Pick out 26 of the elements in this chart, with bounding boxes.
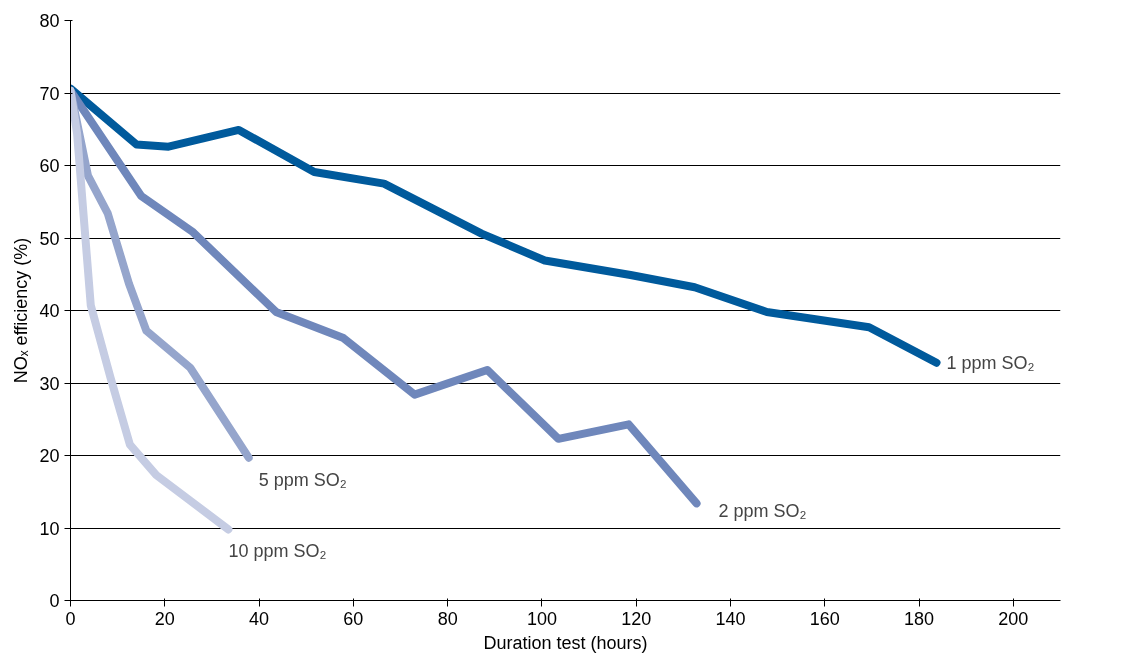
x-tick-label: 100: [526, 608, 557, 629]
x-tick-label: 200: [998, 608, 1029, 629]
y-tick-label: 80: [39, 11, 60, 31]
y-tick-label: 50: [39, 228, 60, 249]
y-tick-label: 70: [39, 83, 60, 104]
y-tick-label: 10: [39, 518, 60, 539]
y-tick-label: 40: [39, 301, 60, 321]
x-tick-label: 180: [904, 608, 935, 629]
x-tick-label: 40: [249, 608, 270, 629]
x-tick-label: 80: [437, 608, 458, 629]
x-tick-label: 20: [154, 608, 175, 629]
y-tick-label: 20: [39, 446, 60, 466]
x-axis-title: Duration test (hours): [483, 632, 648, 653]
x-tick-label: 0: [65, 608, 76, 629]
x-tick-label: 140: [715, 608, 746, 629]
y-tick-label: 30: [39, 373, 60, 394]
series-label: 10 ppm SO₂: [228, 541, 327, 562]
series-label: 2 ppm SO₂: [718, 501, 807, 522]
x-tick-label: 120: [621, 608, 652, 629]
y-tick-label: 60: [39, 156, 60, 176]
x-tick-label: 60: [343, 608, 364, 629]
series-label: 1 ppm SO₂: [946, 352, 1035, 373]
y-tick-label: 0: [49, 591, 60, 611]
x-tick-label: 160: [809, 608, 840, 629]
y-axis-title: NOₓ efficiency (%): [11, 237, 32, 384]
series-label: 5 ppm SO₂: [258, 469, 347, 490]
